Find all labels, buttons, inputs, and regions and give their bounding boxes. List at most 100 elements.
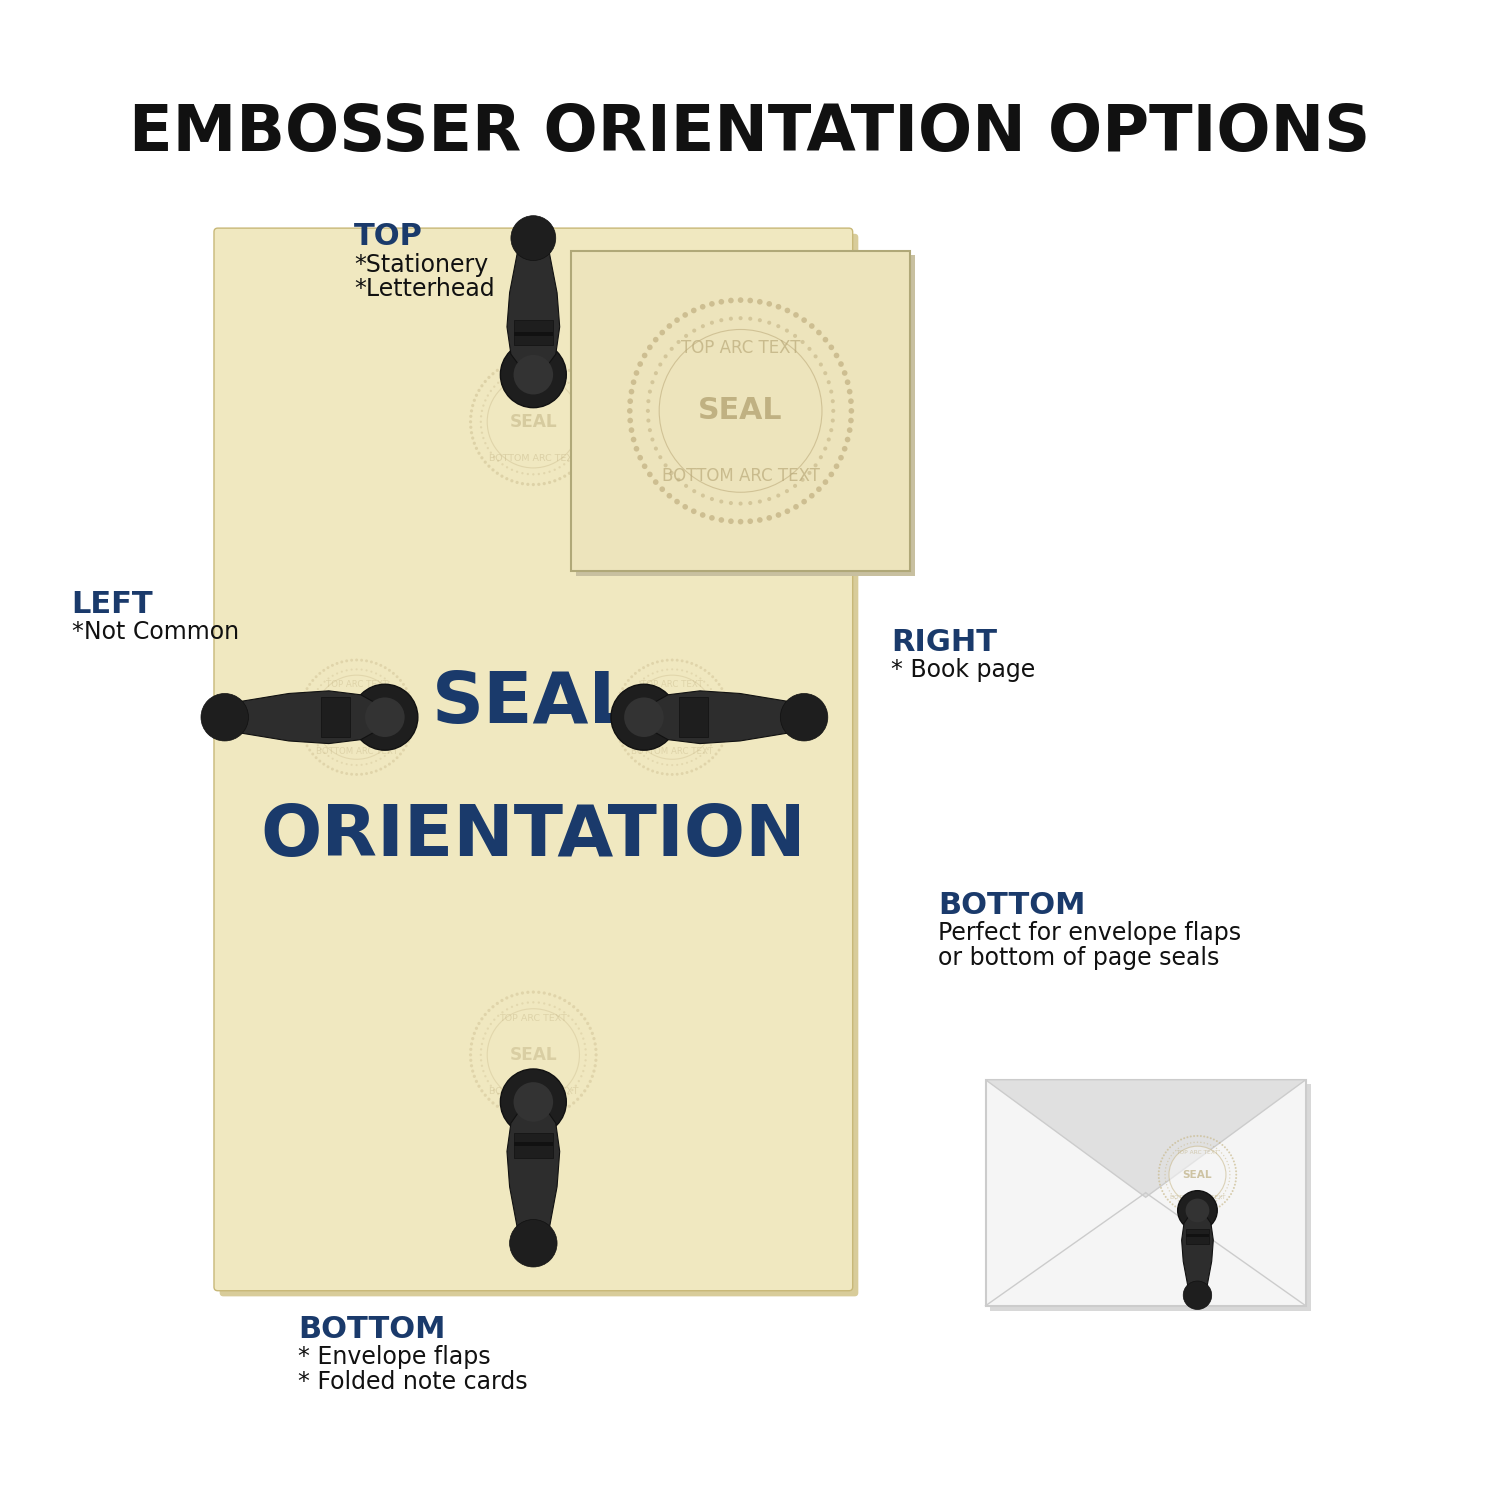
Circle shape	[681, 764, 682, 765]
Circle shape	[690, 760, 693, 762]
Circle shape	[562, 378, 566, 381]
Circle shape	[470, 1059, 472, 1062]
Circle shape	[585, 1053, 586, 1056]
Circle shape	[572, 468, 576, 471]
Circle shape	[1161, 1158, 1164, 1160]
Circle shape	[486, 447, 489, 448]
Circle shape	[720, 744, 723, 747]
Circle shape	[819, 363, 824, 366]
Circle shape	[1232, 1158, 1233, 1160]
Circle shape	[630, 436, 636, 442]
Circle shape	[489, 390, 492, 392]
Circle shape	[748, 316, 753, 321]
Circle shape	[1178, 1140, 1179, 1142]
Circle shape	[332, 664, 334, 668]
Circle shape	[411, 726, 414, 729]
Circle shape	[642, 464, 648, 470]
Circle shape	[340, 660, 344, 663]
Circle shape	[807, 471, 812, 476]
Circle shape	[699, 765, 702, 768]
Circle shape	[470, 426, 472, 429]
Circle shape	[728, 726, 730, 729]
Circle shape	[512, 1005, 513, 1008]
Circle shape	[366, 669, 368, 672]
Circle shape	[584, 1065, 586, 1066]
Circle shape	[404, 716, 405, 718]
Circle shape	[472, 399, 476, 402]
Circle shape	[586, 1022, 590, 1025]
Circle shape	[522, 1106, 524, 1107]
Circle shape	[572, 1005, 576, 1008]
Circle shape	[506, 375, 509, 378]
Circle shape	[472, 1032, 476, 1035]
Circle shape	[718, 518, 724, 524]
Circle shape	[1160, 1186, 1162, 1190]
Circle shape	[747, 519, 753, 524]
Circle shape	[692, 308, 696, 314]
Circle shape	[728, 720, 730, 723]
Circle shape	[310, 702, 312, 703]
Circle shape	[646, 768, 650, 771]
Circle shape	[784, 489, 789, 494]
Circle shape	[399, 753, 402, 756]
Circle shape	[496, 1092, 500, 1095]
Circle shape	[824, 447, 828, 450]
Circle shape	[298, 720, 302, 723]
Circle shape	[554, 372, 556, 375]
Bar	[513, 1132, 554, 1158]
Circle shape	[1218, 1206, 1221, 1208]
Circle shape	[585, 420, 586, 423]
Circle shape	[406, 740, 410, 742]
Circle shape	[472, 1074, 476, 1078]
Circle shape	[1178, 1191, 1216, 1230]
Circle shape	[413, 711, 416, 714]
Circle shape	[591, 441, 594, 446]
Circle shape	[682, 504, 688, 510]
Circle shape	[582, 1070, 585, 1072]
Polygon shape	[507, 238, 560, 364]
Text: TOP ARC TEXT: TOP ARC TEXT	[1176, 1150, 1218, 1155]
Circle shape	[658, 454, 663, 459]
Circle shape	[711, 756, 714, 759]
Circle shape	[628, 388, 634, 394]
Circle shape	[808, 494, 814, 498]
Circle shape	[694, 664, 698, 668]
Circle shape	[384, 765, 387, 768]
Circle shape	[628, 427, 634, 433]
Circle shape	[398, 692, 399, 694]
Circle shape	[470, 1042, 472, 1046]
Circle shape	[532, 1106, 534, 1108]
Circle shape	[364, 772, 368, 776]
Circle shape	[554, 362, 556, 364]
Text: RIGHT: RIGHT	[891, 627, 998, 657]
Circle shape	[728, 716, 730, 718]
Circle shape	[380, 758, 381, 759]
Circle shape	[477, 452, 480, 454]
Circle shape	[488, 1008, 579, 1101]
Circle shape	[399, 680, 402, 682]
Circle shape	[658, 330, 822, 492]
Circle shape	[400, 730, 404, 734]
Circle shape	[364, 660, 368, 663]
Circle shape	[681, 660, 684, 663]
Circle shape	[543, 482, 546, 484]
Circle shape	[827, 438, 831, 441]
Circle shape	[480, 426, 482, 429]
Circle shape	[495, 471, 500, 476]
Circle shape	[567, 1014, 570, 1017]
Circle shape	[720, 318, 723, 322]
Text: * Folded note cards: * Folded note cards	[298, 1370, 528, 1394]
Circle shape	[758, 318, 762, 322]
Circle shape	[1158, 1178, 1160, 1179]
Circle shape	[574, 1084, 578, 1088]
Circle shape	[350, 658, 352, 662]
Circle shape	[532, 368, 534, 370]
Circle shape	[717, 682, 720, 686]
Circle shape	[646, 399, 651, 404]
Circle shape	[558, 996, 561, 999]
Circle shape	[588, 1026, 592, 1030]
Circle shape	[501, 378, 504, 381]
Circle shape	[470, 1064, 472, 1068]
Circle shape	[384, 666, 387, 669]
Circle shape	[801, 477, 804, 482]
